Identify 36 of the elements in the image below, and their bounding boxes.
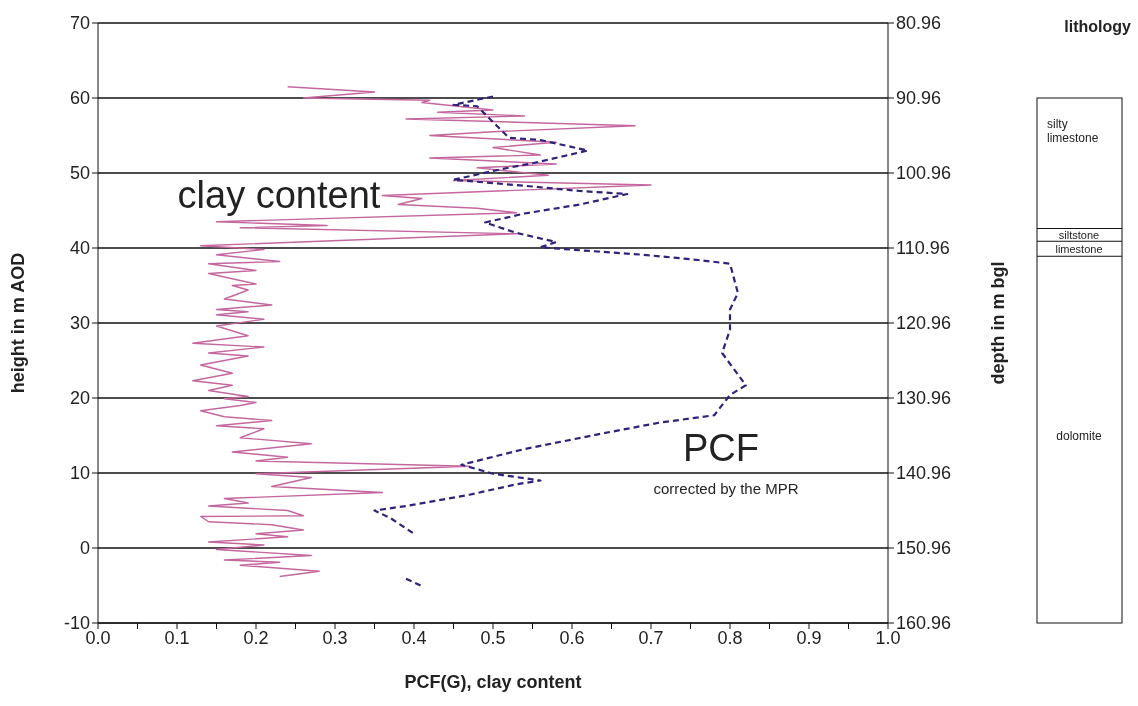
x-tick-label: 0.2 xyxy=(243,627,269,648)
text: silty limestone xyxy=(1047,117,1099,145)
x-tick-label: 0.3 xyxy=(322,627,348,648)
y2-tick-label: 120.96 xyxy=(896,313,952,334)
y-tick-label: 30 xyxy=(69,313,90,334)
y-tick-label: 20 xyxy=(69,388,90,409)
text: dolomite xyxy=(1056,428,1102,443)
y-tick-label: 50 xyxy=(69,163,90,184)
x-tick-label: 0.5 xyxy=(480,627,506,648)
y2-axis-title: depth in m bgl xyxy=(988,261,1009,385)
text: lithology xyxy=(1064,18,1131,36)
x-tick-label: 0.1 xyxy=(164,627,190,648)
text: siltstone xyxy=(1058,228,1100,241)
series-label: clay content xyxy=(177,173,381,217)
y-tick-label: 40 xyxy=(69,238,90,259)
y-tick-label: 0 xyxy=(79,538,90,559)
y2-tick-label: 130.96 xyxy=(896,388,952,409)
x-tick-label: 0.8 xyxy=(717,627,743,648)
text: limestone xyxy=(1055,242,1103,255)
x-tick-label: 0.6 xyxy=(559,627,585,648)
x-axis-title: PCF(G), clay content xyxy=(404,672,582,692)
y2-tick-label: 90.96 xyxy=(896,88,942,109)
annotation: corrected by the MPR xyxy=(653,479,799,497)
series-label: PCF xyxy=(683,426,759,470)
y-tick-label: 10 xyxy=(69,463,90,484)
x-tick-label: 0.4 xyxy=(401,627,427,648)
y2-tick-label: 110.96 xyxy=(896,238,950,259)
y2-tick-label: 100.96 xyxy=(896,163,952,184)
y2-tick-label: 80.96 xyxy=(896,13,942,34)
x-tick-label: 0.7 xyxy=(638,627,664,648)
y-tick-label: 60 xyxy=(69,88,90,109)
y2-tick-label: 150.96 xyxy=(896,538,952,559)
y-axis-title: height in m AOD xyxy=(8,252,29,394)
y2-tick-label: 140.96 xyxy=(896,463,952,484)
y-tick-label: 70 xyxy=(69,13,90,34)
x-tick-label: 0.9 xyxy=(796,627,822,648)
